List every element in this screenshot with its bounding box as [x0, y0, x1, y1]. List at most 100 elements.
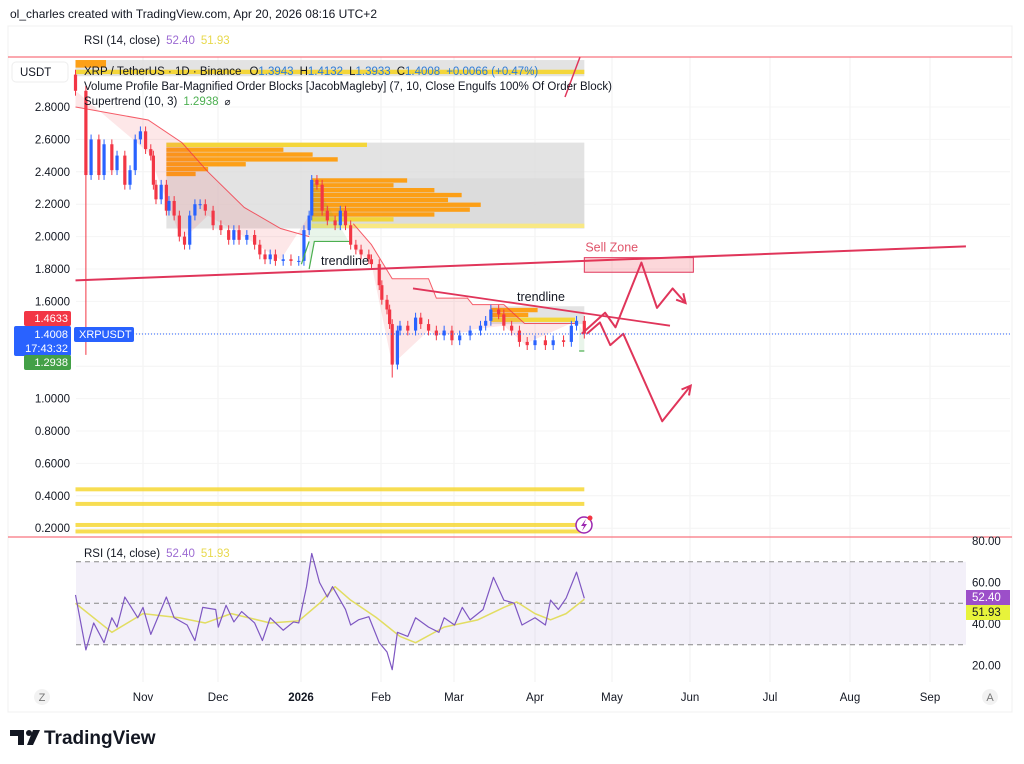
candle-body: [219, 225, 223, 231]
volume-profile-bar: [311, 178, 408, 183]
rsi-pane-legend[interactable]: RSI (14, close) 52.40 51.93: [84, 548, 230, 560]
candle-body: [395, 330, 400, 365]
candle-body: [354, 244, 358, 250]
trendline-label[interactable]: trendline: [517, 290, 565, 304]
candle-body: [525, 341, 529, 346]
candle-body: [273, 254, 277, 261]
price-tick-label: 2.6000: [35, 134, 70, 146]
candle-body: [367, 254, 371, 260]
rsi-top-value: 52.40: [166, 35, 195, 47]
candle-body: [349, 225, 353, 245]
sell-zone-label[interactable]: Sell Zone: [585, 241, 638, 255]
price-tick-label: 0.4000: [35, 491, 70, 503]
supertrend-label: Supertrend (10, 3): [84, 96, 178, 108]
candle-body: [369, 259, 374, 265]
candle-body: [297, 260, 301, 262]
rsi-pane-ma-value: 51.93: [201, 548, 230, 560]
tradingview-logo[interactable]: TradingView: [10, 728, 156, 749]
offscreen-projection-line[interactable]: [564, 56, 581, 98]
volume-profile-bar: [166, 162, 246, 167]
time-tick-label: Dec: [208, 692, 229, 704]
price-tick-label: 1.0000: [35, 394, 70, 406]
rsi-line: [74, 552, 585, 671]
volume-profile-bar: [311, 192, 462, 198]
volume-profile-bar: [166, 166, 209, 172]
high-value: 1.4132: [308, 66, 343, 78]
candle-body: [182, 236, 187, 245]
candle-body: [310, 179, 314, 216]
auto-scale-button[interactable]: [982, 689, 998, 705]
drawings-layer[interactable]: Sell Zone trendline trendline: [75, 56, 966, 423]
trendline-label[interactable]: trendline: [321, 254, 369, 268]
low-label: L: [349, 66, 356, 78]
candle-body: [325, 210, 329, 221]
candle-body: [333, 220, 337, 226]
candle-body: [177, 215, 181, 237]
time-tick-label: May: [601, 692, 623, 704]
candle-body: [517, 330, 522, 342]
order-block-level: [75, 529, 585, 534]
rsi-top-legend[interactable]: RSI (14, close) 52.40 51.93: [84, 35, 230, 47]
supertrend-legend[interactable]: Supertrend (10, 3) 1.2938 ⌀: [84, 96, 231, 108]
volume-profile-bar: [490, 312, 529, 318]
volume-profile-bar: [490, 307, 538, 313]
last-price-value: 1.4008: [34, 329, 68, 341]
price-tick-label: 2.4000: [35, 167, 70, 179]
candle-body: [198, 204, 202, 206]
candles-layer: [73, 69, 586, 378]
candle-body: [385, 299, 389, 310]
rsi-tick-label: 40.00: [972, 619, 1001, 631]
candle-body: [315, 179, 319, 185]
supertrend-up-fill: [309, 182, 351, 269]
price-tick-label: 2.8000: [35, 102, 70, 114]
time-axis[interactable]: Nov Dec 2026 Feb Mar Apr May Jun Jul Aug Sep: [133, 692, 940, 704]
rsi-value-badge-text: 52.40: [972, 592, 1001, 604]
candle-body: [343, 210, 348, 226]
symbol-badge-label: XRPUSDT: [79, 329, 132, 341]
supertrend-down-badge: [24, 311, 71, 326]
rsi-ma-badge-text: 51.93: [972, 607, 1001, 619]
candle-body: [73, 74, 78, 91]
candle-body: [281, 259, 285, 261]
chart-frame: [7, 25, 1013, 713]
hidden-value-icon: ⌀: [225, 97, 231, 108]
high-label: H: [300, 66, 308, 78]
rsi-axis[interactable]: 80.00 60.00 40.00 20.00: [972, 536, 1001, 673]
lightning-alert-icon[interactable]: [575, 515, 593, 534]
currency-button[interactable]: [11, 61, 69, 83]
tradingview-logo-mark: [10, 730, 24, 745]
volume-profile-bar: [311, 223, 585, 228]
projection-path-up[interactable]: [581, 261, 687, 335]
candle-body: [307, 215, 311, 231]
zoom-reset-button[interactable]: [34, 689, 50, 705]
volume-profile-bar: [311, 188, 435, 193]
open-label: O: [249, 66, 258, 78]
close-value: 1.4008: [405, 66, 440, 78]
descending-trendline[interactable]: [412, 287, 671, 327]
support-trendline[interactable]: [300, 241, 310, 265]
price-axis[interactable]: 2.8000 2.6000 2.4000 2.2000 2.0000 1.8000 1.60…: [35, 102, 70, 535]
candle-body: [149, 149, 153, 156]
resistance-trendline[interactable]: [75, 245, 966, 282]
order-block-level: [75, 487, 585, 492]
candle-body: [419, 317, 423, 325]
symbol-legend[interactable]: XRP / TetherUS · 1D · Binance O1.3943 H1.4…: [84, 66, 538, 78]
supertrend-up-line: [308, 240, 351, 270]
grid: [76, 57, 1010, 682]
supertrend-down-line: [75, 106, 310, 238]
rsi-tick-label: 60.00: [972, 578, 1001, 590]
candle-body: [237, 230, 241, 240]
candle-body: [398, 325, 402, 331]
sell-zone-box[interactable]: [583, 257, 694, 273]
candle-body: [533, 340, 537, 346]
rsi-ma-line: [75, 585, 585, 644]
candle-body: [320, 184, 324, 211]
order-block-indicator-legend[interactable]: Volume Profile Bar-Magnified Order Block…: [84, 81, 612, 93]
candle-body: [253, 234, 257, 245]
candle-body: [110, 144, 114, 171]
order-block-level: [75, 522, 585, 527]
symbol-badge: [74, 327, 134, 342]
projection-path-down[interactable]: [586, 321, 692, 423]
rsi-tick-label: 20.00: [972, 661, 1001, 673]
